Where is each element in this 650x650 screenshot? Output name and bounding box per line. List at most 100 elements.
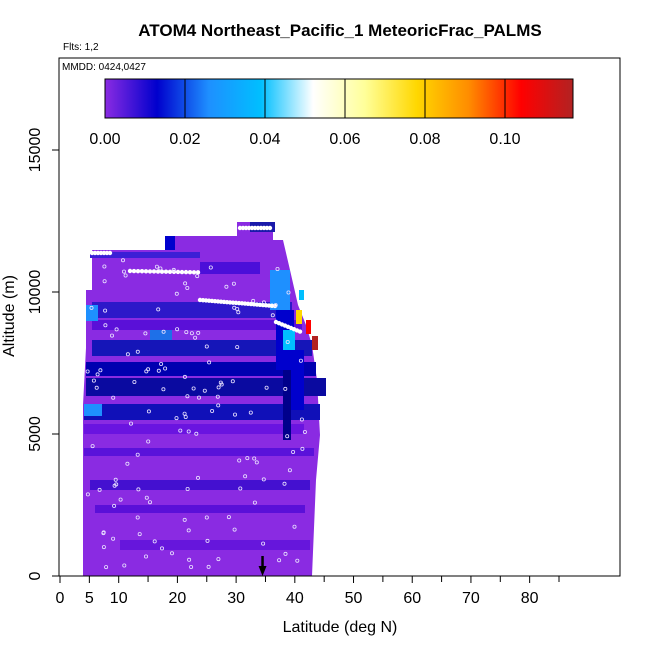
sample-point: [146, 439, 151, 444]
sample-point: [202, 388, 207, 393]
sample-point: [219, 382, 224, 387]
y-tick-label: 10000: [27, 270, 44, 315]
sample-point: [123, 273, 128, 278]
sample-point: [187, 557, 192, 562]
heatmap-cell: [86, 378, 326, 396]
track-point: [139, 269, 145, 274]
sample-point: [90, 444, 95, 449]
x-tick-label: 70: [462, 590, 480, 607]
sample-point: [283, 386, 288, 391]
sample-point: [143, 554, 148, 559]
heatmap-cell: [312, 336, 318, 350]
sample-point: [282, 481, 287, 486]
sample-point: [185, 285, 190, 290]
heatmap-cell: [270, 270, 290, 310]
sample-point: [113, 477, 118, 482]
sample-point: [186, 429, 191, 434]
heatmap-cell: [84, 448, 314, 456]
x-tick-label: 40: [286, 590, 304, 607]
sample-point: [264, 385, 269, 390]
colorbar: 0.00 0.02 0.04 0.06 0.08 0.10: [89, 78, 574, 148]
y-tick-label: 5000: [27, 416, 44, 452]
sample-point: [85, 369, 90, 374]
x-axis: 0 5 10 20 30 40 50 60 70 80: [56, 575, 560, 607]
sample-point: [94, 385, 99, 390]
sample-point: [135, 452, 140, 457]
heatmap-cell: [283, 370, 291, 440]
sample-point: [103, 308, 108, 313]
sample-point: [195, 274, 200, 279]
sample-point: [128, 421, 133, 426]
track-point: [159, 269, 165, 274]
sample-point: [196, 330, 201, 335]
colorbar-gradient: [104, 78, 574, 119]
sample-point: [136, 487, 141, 492]
sample-point: [111, 395, 116, 400]
sample-point: [237, 458, 242, 463]
heatmap-cell: [200, 262, 260, 274]
sample-point: [161, 329, 166, 334]
sample-point: [186, 528, 191, 533]
sample-point: [261, 541, 266, 546]
track-point: [167, 269, 173, 274]
sample-point: [154, 264, 159, 269]
chart-title: ATOM4 Northeast_Pacific_1 MeteoricFrac_P…: [138, 21, 541, 40]
flights-note: Flts: 1,2: [63, 42, 99, 53]
colorbar-tick-label: 0.08: [409, 131, 440, 148]
track-point: [163, 269, 169, 274]
heatmap-cell: [86, 305, 98, 321]
heatmap-cell: [84, 404, 320, 420]
sample-point: [204, 344, 209, 349]
track-point: [147, 269, 153, 274]
sample-point: [224, 284, 229, 289]
sample-point: [292, 524, 297, 529]
sample-point: [159, 361, 164, 366]
track-point: [155, 269, 161, 274]
sample-point: [183, 414, 188, 419]
sample-point: [143, 331, 148, 336]
sample-point: [125, 461, 130, 466]
track-point: [135, 268, 141, 274]
track-point: [195, 270, 201, 275]
sample-point: [277, 558, 282, 563]
heatmap-cell: [84, 424, 304, 434]
sample-point: [236, 310, 241, 315]
sample-point: [174, 291, 179, 296]
sample-point: [291, 449, 296, 454]
heatmap-cell: [165, 236, 175, 250]
heatmap-cell: [90, 252, 200, 258]
sample-point: [101, 531, 106, 536]
heatmap-cell: [283, 330, 295, 350]
sample-point: [182, 517, 187, 522]
sample-point: [261, 477, 266, 482]
sample-point: [111, 536, 116, 541]
sample-point: [122, 269, 127, 274]
sample-point: [252, 500, 257, 505]
sample-point: [299, 417, 304, 422]
sample-point: [218, 380, 223, 385]
sample-point: [132, 379, 137, 384]
sample-point: [226, 515, 231, 520]
sample-point: [184, 330, 189, 335]
sample-point: [98, 368, 103, 373]
sample-point: [101, 545, 106, 550]
sample-point: [85, 492, 90, 497]
x-axis-label: Latitude (deg N): [283, 619, 398, 636]
sample-point: [210, 408, 215, 413]
sample-point: [125, 352, 130, 357]
heatmap-cell: [120, 540, 310, 550]
sample-point: [248, 410, 253, 415]
sample-point: [196, 395, 201, 400]
sample-point: [102, 279, 107, 284]
heatmap-cell: [90, 480, 310, 490]
colorbar-tick-label: 0.06: [329, 131, 360, 148]
sample-point: [178, 428, 183, 433]
sample-point: [254, 460, 259, 465]
x-tick-label: 5: [85, 590, 94, 607]
sample-point: [95, 372, 100, 377]
sample-point: [102, 264, 107, 269]
sample-point: [193, 335, 198, 340]
sample-points: [85, 225, 307, 570]
heatmap-cell: [95, 505, 305, 513]
sample-point: [189, 331, 194, 336]
